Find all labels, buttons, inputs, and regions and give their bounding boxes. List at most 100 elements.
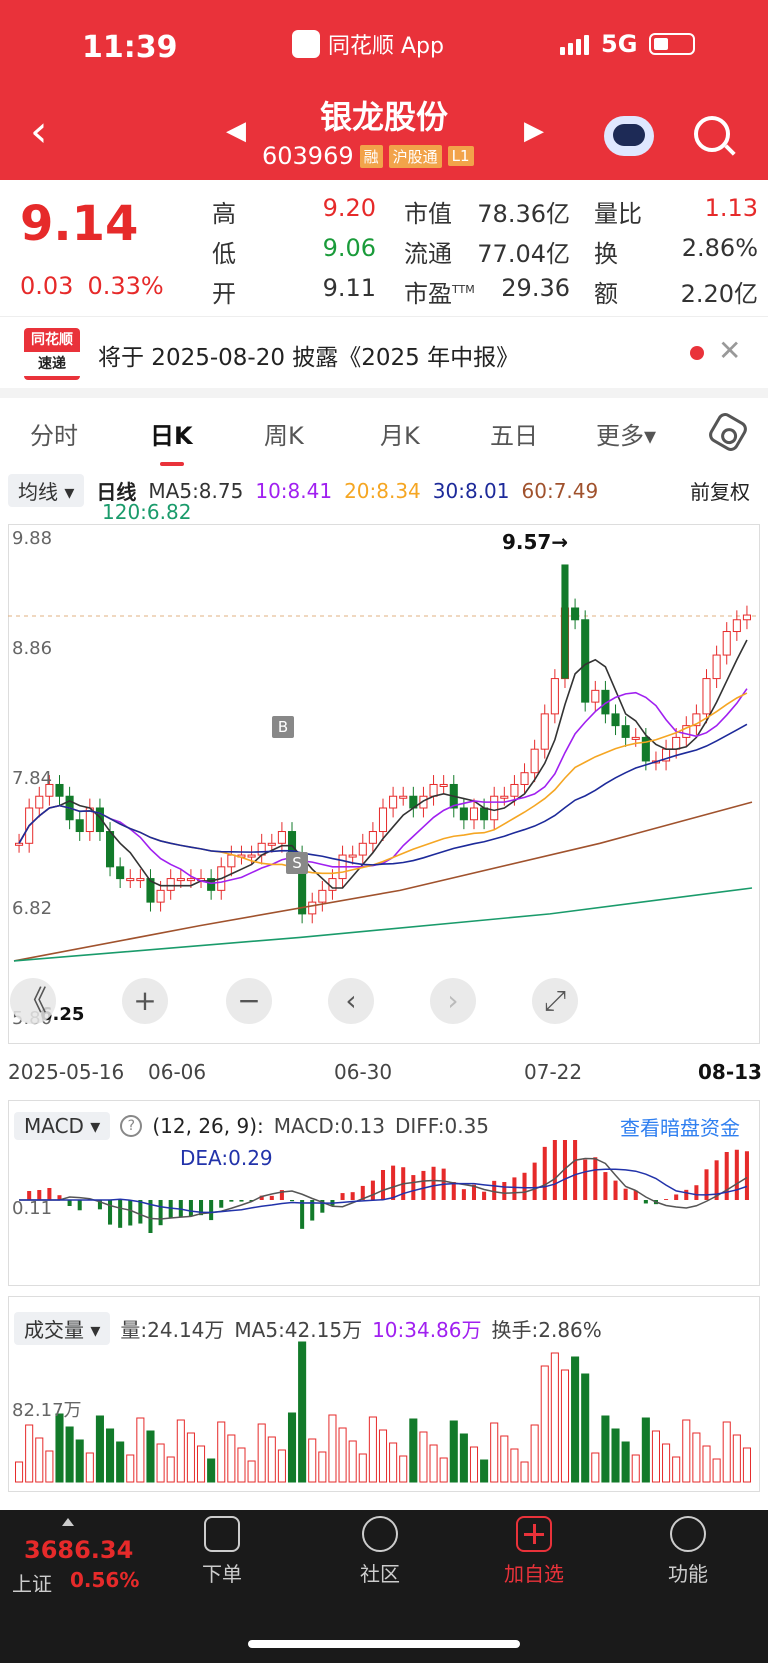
next-stock-button[interactable]: ▶ bbox=[524, 116, 544, 146]
status-app: 同花顺 App bbox=[292, 28, 444, 60]
volume-panel[interactable] bbox=[8, 1296, 760, 1492]
sell-marker: S bbox=[286, 852, 308, 874]
candle-body bbox=[55, 783, 64, 797]
tag-connect: 沪股通 bbox=[388, 144, 442, 168]
scroll-left-button[interactable]: ‹ bbox=[328, 978, 374, 1024]
close-icon[interactable]: ✕ bbox=[718, 334, 742, 367]
candle-body bbox=[459, 807, 468, 821]
ma10-label: 10:8.41 bbox=[255, 478, 333, 503]
volume-bar bbox=[136, 1417, 145, 1483]
macd-dropdown[interactable]: MACD ▾ bbox=[14, 1112, 111, 1140]
collapse-button[interactable]: 《 bbox=[10, 978, 56, 1024]
scroll-right-button[interactable]: › bbox=[430, 978, 476, 1024]
y-tick-3: 7.84 bbox=[12, 768, 53, 789]
volume-dropdown[interactable]: 成交量 ▾ bbox=[14, 1312, 111, 1345]
volume-bar bbox=[611, 1428, 620, 1483]
volume-bar bbox=[510, 1448, 519, 1483]
volume-bar bbox=[176, 1419, 185, 1483]
document-icon bbox=[204, 1516, 240, 1552]
indicator-dropdown[interactable]: 均线 ▾ bbox=[8, 474, 85, 507]
float-value: 77.04亿 bbox=[477, 240, 570, 268]
macd-panel[interactable] bbox=[8, 1100, 760, 1286]
robot-assistant-icon[interactable] bbox=[604, 116, 654, 156]
volume-bar bbox=[116, 1441, 125, 1483]
mktcap-label: 市值 bbox=[404, 200, 452, 228]
adjust-mode[interactable]: 前复权 bbox=[690, 480, 750, 504]
ma20-label: 20:8.34 bbox=[344, 478, 421, 503]
candle-body bbox=[348, 854, 357, 858]
tab-weekly-k[interactable]: 周K bbox=[264, 422, 304, 450]
nav-add-watchlist[interactable]: 加自选 bbox=[474, 1516, 594, 1587]
notice-text[interactable]: 将于 2025-08-20 披露《2025 年中报》 bbox=[98, 345, 520, 371]
tab-daily-k[interactable]: 日K bbox=[150, 422, 193, 450]
volume-header: 成交量 ▾ 量:24.14万 MA5:42.15万 10:34.86万 换手:2… bbox=[14, 1312, 602, 1345]
x-label-1: 2025-05-16 bbox=[8, 1060, 125, 1084]
volratio-value: 1.13 bbox=[704, 194, 758, 222]
volume-bar bbox=[287, 1412, 297, 1483]
candle-body bbox=[389, 795, 398, 809]
candle-body bbox=[156, 889, 165, 903]
battery-icon bbox=[649, 33, 696, 55]
volume-bar bbox=[267, 1436, 276, 1483]
volume-bar bbox=[712, 1458, 721, 1483]
nav-functions[interactable]: 功能 bbox=[628, 1516, 748, 1587]
volume-bar bbox=[227, 1434, 236, 1483]
candle-body bbox=[732, 619, 741, 633]
kline-chart[interactable] bbox=[8, 524, 760, 1044]
dea-line bbox=[19, 1168, 748, 1214]
macd-axis: 0.11 bbox=[12, 1198, 53, 1219]
volume-bar bbox=[368, 1416, 377, 1483]
candle-body bbox=[631, 736, 640, 740]
low-label: 低 bbox=[212, 240, 236, 268]
candle-body bbox=[439, 783, 448, 787]
candle-body bbox=[692, 713, 701, 727]
x-label-4: 07-22 bbox=[524, 1060, 583, 1084]
volume-bar bbox=[257, 1423, 266, 1483]
volume-bar bbox=[560, 1369, 570, 1483]
turnover-label: 换 bbox=[594, 240, 618, 268]
candle-body bbox=[712, 654, 721, 680]
zoom-out-button[interactable]: − bbox=[226, 978, 272, 1024]
candle-body bbox=[571, 607, 580, 621]
x-label-3: 06-30 bbox=[334, 1060, 393, 1084]
back-button[interactable]: ‹ bbox=[30, 106, 48, 157]
tab-monthly-k[interactable]: 月K bbox=[380, 422, 420, 450]
search-icon[interactable] bbox=[694, 116, 730, 152]
volume-bar bbox=[308, 1438, 317, 1483]
index-name: 上证 bbox=[12, 1572, 52, 1596]
nav-order[interactable]: 下单 bbox=[162, 1516, 282, 1587]
zoom-in-button[interactable]: + bbox=[122, 978, 168, 1024]
candle-body bbox=[581, 619, 590, 703]
index-value[interactable]: 3686.34 bbox=[24, 1536, 134, 1564]
volume-bar bbox=[45, 1450, 54, 1483]
x-label-5: 08-13 bbox=[698, 1060, 762, 1084]
header: 11:39 同花顺 App 5G ‹ 银龙股份 ◀ ▶ 603969 融 沪股通… bbox=[0, 0, 768, 180]
fullscreen-button[interactable]: ⤢ bbox=[532, 978, 578, 1024]
tab-more[interactable]: 更多▾ bbox=[596, 422, 657, 450]
tab-five-day[interactable]: 五日 bbox=[490, 422, 538, 450]
volume-bar bbox=[672, 1456, 681, 1483]
open-value: 9.11 bbox=[322, 274, 376, 302]
volume-ma5: MA5:42.15万 bbox=[234, 1318, 363, 1342]
dark-pool-link[interactable]: 查看暗盘资金 bbox=[620, 1116, 740, 1140]
nav-community[interactable]: 社区 bbox=[320, 1516, 440, 1587]
help-icon[interactable]: ? bbox=[120, 1115, 143, 1137]
app-name: 同花顺 App bbox=[328, 34, 444, 59]
candle-body bbox=[136, 878, 145, 882]
buy-marker: B bbox=[272, 716, 294, 738]
candle-body bbox=[682, 725, 691, 738]
star-icon bbox=[362, 1516, 398, 1552]
ma10-line bbox=[18, 688, 748, 885]
candle-body bbox=[247, 854, 256, 858]
prev-stock-button[interactable]: ◀ bbox=[226, 116, 246, 146]
tab-intraday[interactable]: 分时 bbox=[30, 422, 78, 450]
low-value: 9.06 bbox=[322, 234, 376, 262]
candle-body bbox=[35, 795, 44, 809]
volume-bar bbox=[75, 1439, 84, 1483]
volume-bar bbox=[15, 1461, 24, 1483]
volume-bar bbox=[348, 1440, 357, 1483]
volume-bar bbox=[662, 1443, 671, 1483]
candle-body bbox=[176, 878, 185, 882]
candle-body bbox=[358, 842, 367, 856]
